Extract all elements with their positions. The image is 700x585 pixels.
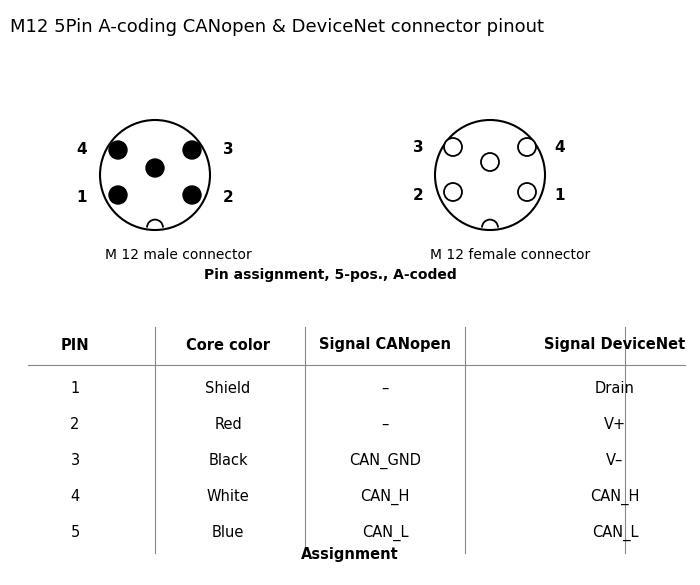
Circle shape [183,141,201,159]
Text: Shield: Shield [205,381,251,396]
Text: CAN_L: CAN_L [592,524,638,541]
Text: 4: 4 [77,143,88,157]
Text: 1: 1 [71,381,80,396]
Circle shape [109,141,127,159]
Circle shape [444,138,462,156]
Text: 2: 2 [412,188,423,202]
Text: 2: 2 [223,191,233,205]
Text: Red: Red [214,417,242,432]
Text: Drain: Drain [595,381,635,396]
Text: PIN: PIN [61,338,90,353]
Text: Signal DeviceNet: Signal DeviceNet [545,338,685,353]
Text: Assignment: Assignment [301,548,399,563]
Circle shape [444,183,462,201]
Text: CAN_H: CAN_H [590,488,640,504]
Text: CAN_GND: CAN_GND [349,452,421,469]
Text: CAN_H: CAN_H [360,488,409,504]
Text: 3: 3 [223,143,233,157]
Text: Signal CANopen: Signal CANopen [319,338,451,353]
Circle shape [109,186,127,204]
Text: 5: 5 [71,525,80,540]
Text: Core color: Core color [186,338,270,353]
Text: 4: 4 [71,489,80,504]
Text: 1: 1 [554,188,566,202]
Text: V+: V+ [604,417,626,432]
Circle shape [146,159,164,177]
Text: 3: 3 [71,453,80,468]
Circle shape [518,183,536,201]
Text: 2: 2 [70,417,80,432]
Text: Black: Black [208,453,248,468]
Circle shape [183,186,201,204]
Text: M 12 female connector: M 12 female connector [430,248,590,262]
Text: M12 5Pin A-coding CANopen & DeviceNet connector pinout: M12 5Pin A-coding CANopen & DeviceNet co… [10,18,544,36]
Text: CAN_L: CAN_L [362,524,408,541]
Text: White: White [206,489,249,504]
Text: –: – [382,417,388,432]
Text: 4: 4 [554,139,566,154]
Circle shape [481,153,499,171]
Text: 1: 1 [77,191,88,205]
Text: Pin assignment, 5-pos., A-coded: Pin assignment, 5-pos., A-coded [204,268,456,282]
Text: V–: V– [606,453,624,468]
Text: 3: 3 [413,139,424,154]
Text: Blue: Blue [212,525,244,540]
Circle shape [518,138,536,156]
Text: –: – [382,381,388,396]
Text: M 12 male connector: M 12 male connector [105,248,252,262]
